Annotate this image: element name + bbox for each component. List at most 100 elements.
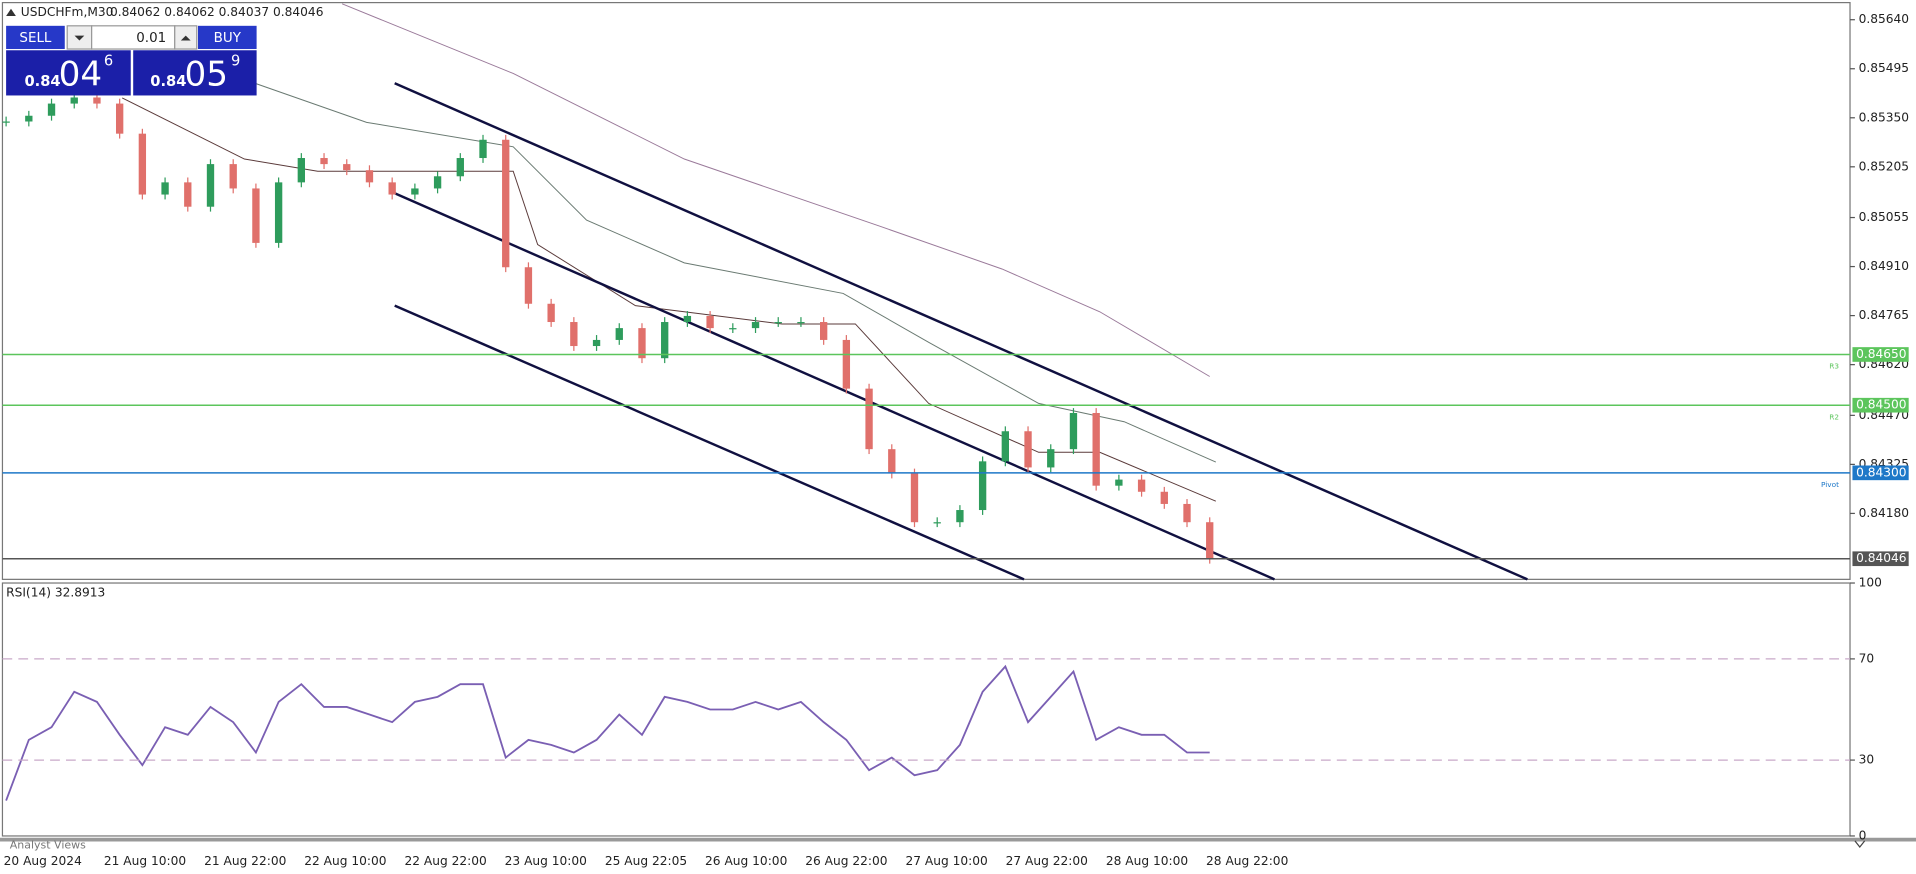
candle-body — [888, 449, 896, 474]
sell-price-main: 04 — [59, 54, 103, 94]
lot-down-icon — [74, 35, 85, 41]
candle-body — [706, 315, 714, 329]
candle-body — [161, 182, 169, 195]
candle-body — [751, 322, 760, 329]
y-tick-label: 0.84765 — [1859, 308, 1909, 322]
candle-body — [592, 339, 601, 347]
candle-body — [502, 139, 510, 268]
candle-body — [433, 176, 442, 189]
candle-body — [1183, 503, 1191, 523]
candle-body — [1024, 431, 1032, 468]
level-price-box — [1852, 465, 1909, 481]
sell-price-sup: 6 — [104, 52, 113, 69]
candle-body — [297, 158, 306, 183]
candle-body — [774, 322, 782, 324]
candle-body — [797, 322, 805, 324]
sell-button[interactable] — [6, 25, 65, 50]
symbol: USDCHFm,M30 — [21, 5, 114, 19]
buy-price-big: 0.84 — [150, 73, 186, 90]
y-tick-label: 0.85495 — [1859, 61, 1909, 75]
x-tick-label: 22 Aug 22:00 — [404, 854, 486, 868]
candle-body — [411, 188, 419, 195]
x-tick-label: 26 Aug 22:00 — [805, 854, 887, 868]
level-tag: R2 — [1829, 412, 1839, 421]
level-price: 0.84300 — [1856, 465, 1906, 479]
candle-body — [819, 322, 828, 340]
y-tick-label: 0.85350 — [1859, 110, 1909, 124]
ma-mid — [244, 79, 1217, 463]
level-tag: R3 — [1829, 362, 1839, 371]
buy-button[interactable] — [197, 25, 257, 50]
candle-body — [229, 164, 237, 189]
candle-body — [1115, 479, 1123, 486]
level-price: 0.84650 — [1856, 347, 1906, 361]
candle-body — [184, 182, 192, 207]
candle-body — [252, 188, 260, 243]
candle-body — [274, 182, 283, 243]
rsi-line — [5, 664, 1210, 801]
candle-body — [343, 164, 351, 171]
buy-price-sup: 9 — [231, 52, 240, 69]
level-price-box — [1852, 551, 1909, 567]
candle-body — [1001, 431, 1009, 462]
y-tick-label: 30 — [1859, 753, 1875, 767]
y-tick-label: 0.85205 — [1859, 159, 1909, 173]
buy-label: BUY — [214, 31, 242, 46]
y-tick-label: 0 — [1859, 828, 1867, 842]
candle-body — [1047, 449, 1055, 468]
candle-body — [138, 133, 147, 195]
y-tick-label: 0.85055 — [1859, 210, 1909, 224]
candle-body — [933, 522, 941, 524]
x-tick-label: 23 Aug 10:00 — [505, 854, 587, 868]
candle-body — [570, 322, 578, 347]
scroll-down[interactable] — [1854, 840, 1866, 848]
x-tick-label: 22 Aug 10:00 — [304, 854, 386, 868]
marks — [2, 92, 1214, 801]
x-tick-label: 21 Aug 10:00 — [104, 854, 186, 868]
analyst-views-tab[interactable]: Analyst Views — [10, 839, 86, 852]
lot-value: 0.01 — [136, 31, 166, 46]
candle-body — [615, 328, 623, 340]
candle-body — [206, 164, 215, 207]
sell-price-box[interactable] — [6, 50, 131, 96]
candle-body — [115, 103, 124, 134]
channel-upper — [394, 82, 1528, 581]
y-tick-label: 100 — [1859, 576, 1882, 590]
buy-price-box[interactable] — [133, 50, 257, 96]
channel-middle — [394, 192, 1275, 581]
x-tick-label: 21 Aug 22:00 — [204, 854, 286, 868]
candle-body — [25, 115, 33, 122]
y-tick-label: 70 — [1859, 651, 1875, 665]
x-tick-label: 27 Aug 22:00 — [1006, 854, 1088, 868]
x-tick-label: 28 Aug 22:00 — [1206, 854, 1288, 868]
level-price: 0.84046 — [1856, 551, 1906, 565]
candle-body — [93, 97, 101, 104]
candle-body — [638, 328, 646, 359]
sell-label: SELL — [19, 31, 52, 46]
collapse-icon[interactable] — [6, 8, 16, 17]
candle-body — [365, 170, 374, 183]
y-tick-label: 0.84910 — [1859, 259, 1909, 273]
level-tag: Pivot — [1821, 480, 1839, 489]
buy-price-main: 05 — [185, 54, 229, 94]
candle-body — [956, 510, 964, 523]
candle-body — [842, 339, 851, 389]
level-price-box — [1852, 347, 1909, 362]
lot-up-icon — [180, 35, 191, 41]
candle-body — [70, 97, 78, 104]
trade-panel: SELL 0.01 BUY 0.84 04 6 0.84 05 9 — [6, 25, 257, 96]
candle-body — [661, 322, 669, 359]
y-tick-label: 0.84180 — [1859, 506, 1909, 520]
candle-body — [1092, 412, 1100, 486]
level-price: 0.84500 — [1856, 398, 1906, 412]
rsi-title: RSI(14) 32.8913 — [6, 585, 105, 599]
candle-body — [388, 182, 396, 195]
x-tick-label: 26 Aug 10:00 — [705, 854, 787, 868]
candle-body — [1206, 522, 1214, 559]
candle-body — [1137, 479, 1146, 492]
x-tick-label: 25 Aug 22:05 — [605, 854, 687, 868]
channel-lower — [394, 304, 1025, 581]
